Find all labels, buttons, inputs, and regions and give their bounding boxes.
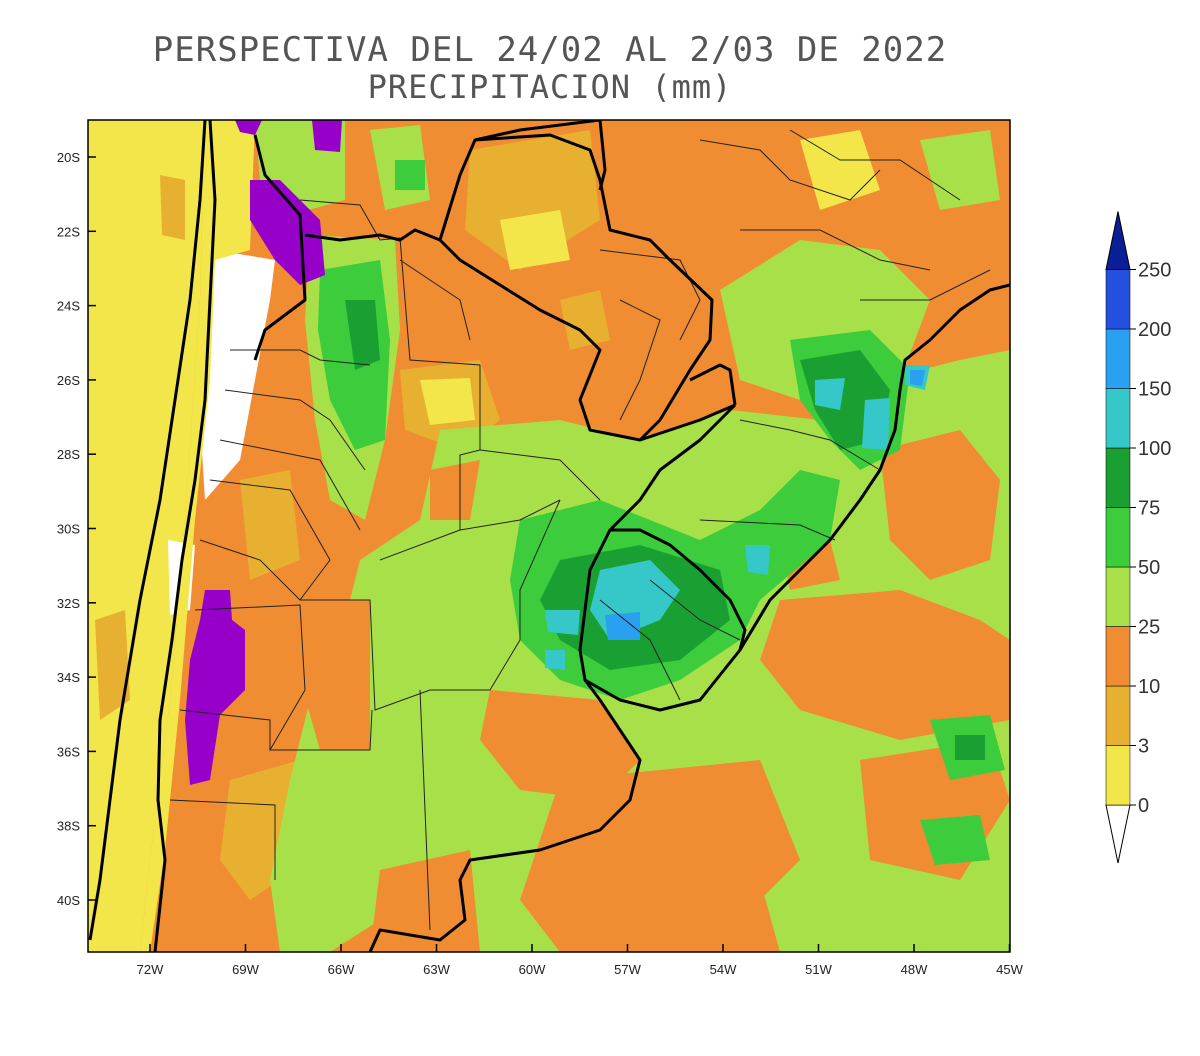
lon-tick-label: 63W xyxy=(423,962,450,977)
latitude-axis: 20S 22S 24S 26S 28S 30S 32S 34S 36S 38S 40S xyxy=(57,150,96,908)
longitude-axis: 72W 69W 66W 63W 60W 57W 54W 51W 48W 45W xyxy=(137,944,1024,977)
lon-tick-label: 66W xyxy=(328,962,355,977)
colorbar-label: 75 xyxy=(1138,498,1160,520)
colorbar-segment xyxy=(1105,328,1131,389)
lon-tick-label: 54W xyxy=(710,962,737,977)
colorbar-under-triangle xyxy=(1105,804,1131,864)
colorbar-segment xyxy=(1105,388,1131,449)
lon-tick-label: 51W xyxy=(805,962,832,977)
lon-tick-label: 69W xyxy=(232,962,259,977)
lon-tick-label: 48W xyxy=(901,962,928,977)
colorbar-over-triangle xyxy=(1105,211,1131,270)
colorbar-segment xyxy=(1105,566,1131,627)
plot-frame xyxy=(87,119,1011,953)
colorbar-label: 250 xyxy=(1138,260,1171,282)
lon-tick-label: 72W xyxy=(137,962,164,977)
lat-tick-label: 24S xyxy=(57,299,80,314)
colorbar-segment xyxy=(1105,269,1131,330)
map-title: PERSPECTIVA DEL 24/02 AL 2/03 DE 2022 xyxy=(152,30,948,70)
lat-tick-label: 26S xyxy=(57,373,80,388)
colorbar-legend: 0 3 10 25 50 75 100 150 200 250 xyxy=(1105,211,1171,864)
lat-tick-label: 20S xyxy=(57,150,80,165)
lat-tick-label: 40S xyxy=(57,893,80,908)
colorbar-label: 150 xyxy=(1138,379,1171,401)
colorbar-label: 0 xyxy=(1138,795,1149,817)
colorbar-label: 200 xyxy=(1138,319,1171,341)
lon-tick-label: 57W xyxy=(614,962,641,977)
map-subtitle: PRECIPITACION (mm) xyxy=(367,68,733,106)
lat-tick-label: 30S xyxy=(57,522,80,537)
colorbar-segment xyxy=(1105,626,1131,687)
colorbar-label: 50 xyxy=(1138,557,1160,579)
lon-tick-label: 60W xyxy=(519,962,546,977)
colorbar-segment xyxy=(1105,685,1131,746)
lat-tick-label: 32S xyxy=(57,596,80,611)
colorbar-segment xyxy=(1105,507,1131,568)
lat-tick-label: 36S xyxy=(57,744,80,759)
colorbar-label: 10 xyxy=(1138,676,1160,698)
colorbar-label: 3 xyxy=(1138,736,1149,758)
colorbar-label: 100 xyxy=(1138,438,1171,460)
lat-tick-label: 34S xyxy=(57,670,80,685)
colorbar-segment xyxy=(1105,745,1131,806)
lon-tick-label: 45W xyxy=(996,962,1023,977)
colorbar-segment xyxy=(1105,447,1131,508)
lat-tick-label: 22S xyxy=(57,224,80,239)
precipitation-field xyxy=(88,120,1010,952)
lat-tick-label: 38S xyxy=(57,819,80,834)
lat-tick-label: 28S xyxy=(57,447,80,462)
colorbar-label: 25 xyxy=(1138,617,1160,639)
